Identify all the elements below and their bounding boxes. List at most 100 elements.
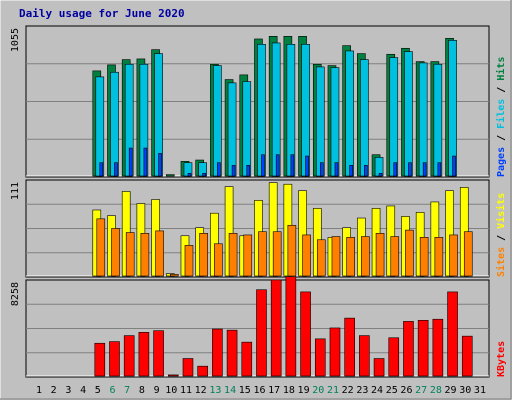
x-tick-label: 26 [400, 385, 412, 396]
bar-kbytes-day-28 [432, 318, 444, 377]
bar-sites-day-14 [228, 233, 238, 277]
bar-sites-day-19 [302, 234, 311, 277]
bar-pages-day-27 [422, 162, 427, 177]
x-tick-label: 24 [371, 385, 383, 396]
bar-pages-day-19 [305, 155, 309, 177]
bar-files-day-5 [95, 76, 105, 177]
bar-kbytes-day-18 [285, 276, 297, 377]
bar-hits-day-10 [165, 174, 175, 177]
x-tick-label: 18 [283, 385, 295, 396]
legend-separator: / [496, 81, 507, 99]
bar-pages-day-24 [378, 173, 383, 177]
x-tick-label: 23 [356, 385, 368, 396]
bar-files-day-27 [418, 62, 428, 177]
bar-sites-day-7 [125, 232, 135, 277]
legend-separator: / [496, 229, 507, 247]
bar-files-day-20 [315, 66, 325, 177]
y-max-label: 111 [10, 182, 21, 200]
bar-kbytes-day-8 [138, 332, 150, 377]
x-tick-label: 20 [312, 385, 324, 396]
bar-files-day-14 [227, 82, 237, 177]
x-tick-label: 19 [298, 385, 310, 396]
bar-pages-day-14 [231, 165, 236, 177]
bar-sites-day-21 [331, 236, 341, 277]
y-max-label: 8258 [10, 282, 21, 306]
bar-kbytes-day-7 [123, 335, 135, 377]
y-max-label: 1055 [10, 28, 21, 52]
bar-kbytes-day-21 [329, 327, 341, 377]
x-tick-label: 13 [209, 385, 221, 396]
x-tick-label: 9 [154, 385, 160, 396]
bar-pages-day-25 [393, 162, 398, 177]
bar-pages-day-21 [334, 162, 339, 177]
bar-pages-day-15 [246, 165, 251, 177]
bar-files-day-22 [345, 50, 354, 177]
bar-kbytes-day-6 [109, 341, 120, 377]
bar-kbytes-day-24 [373, 358, 385, 377]
bar-kbytes-day-10 [167, 374, 179, 377]
bar-sites-day-12 [199, 233, 208, 277]
bar-sites-day-13 [214, 243, 223, 277]
legend-visits: Visits [495, 193, 507, 229]
x-tick-label: 1 [36, 385, 42, 396]
bar-kbytes-day-22 [344, 317, 355, 377]
bar-pages-day-28 [437, 162, 442, 177]
bar-kbytes-day-13 [212, 328, 223, 377]
x-tick-label: 17 [268, 385, 280, 396]
x-tick-label: 14 [224, 385, 236, 396]
bar-sites-day-27 [419, 237, 429, 277]
x-tick-label: 12 [195, 385, 207, 396]
bar-kbytes-day-12 [197, 365, 208, 377]
bar-sites-day-15 [243, 234, 253, 277]
bar-pages-day-16 [261, 154, 265, 177]
legend-pages: Pages [496, 147, 507, 177]
bar-pages-day-18 [290, 154, 295, 177]
x-tick-label: 25 [386, 385, 398, 396]
x-tick-label: 22 [342, 385, 354, 396]
bar-kbytes-day-20 [314, 338, 326, 377]
legend-files: Files [495, 99, 507, 129]
legend-hits: Hits [495, 57, 507, 81]
bar-sites-day-26 [405, 229, 414, 277]
x-tick-label: 15 [239, 385, 251, 396]
bar-files-day-23 [360, 59, 369, 177]
bar-pages-day-5 [99, 162, 104, 177]
bar-kbytes-day-5 [94, 342, 106, 377]
bar-kbytes-day-23 [359, 335, 370, 377]
bar-files-day-13 [213, 65, 222, 177]
bar-files-day-26 [404, 51, 413, 177]
x-tick-label: 8 [139, 385, 145, 396]
bar-files-day-28 [433, 63, 443, 177]
bar-sites-day-6 [111, 228, 120, 277]
x-tick-label: 10 [165, 385, 177, 396]
bar-sites-day-24 [375, 233, 385, 277]
bar-sites-day-25 [390, 236, 400, 277]
legend-kbytes: KBytes [496, 341, 507, 377]
bar-sites-day-10 [169, 274, 179, 277]
bar-kbytes-day-25 [388, 337, 400, 377]
legend-text: KBytes [496, 341, 507, 377]
x-tick-label: 27 [415, 385, 427, 396]
bar-files-day-15 [242, 81, 252, 177]
bar-sites-day-8 [140, 233, 150, 277]
chart-title: Daily usage for June 2020 [19, 7, 185, 20]
bar-kbytes-day-19 [300, 291, 311, 377]
bar-pages-day-8 [143, 147, 148, 177]
x-tick-label: 4 [80, 385, 86, 396]
panel-3: 8258 KBytes [10, 276, 507, 378]
bar-pages-day-6 [114, 162, 118, 177]
bar-kbytes-day-14 [226, 329, 238, 377]
x-tick-label: 3 [65, 385, 71, 396]
panel-2: 111 Sites / Visits [10, 179, 507, 278]
x-tick-label: 29 [445, 385, 457, 396]
bar-pages-day-26 [408, 162, 412, 177]
bar-sites-day-9 [155, 230, 164, 277]
bar-files-day-6 [110, 71, 119, 177]
bar-sites-day-28 [434, 237, 444, 277]
bar-sites-day-17 [272, 231, 282, 277]
x-tick-label: 11 [180, 385, 192, 396]
x-tick-label: 16 [253, 385, 265, 396]
bar-pages-day-13 [217, 162, 221, 177]
bar-kbytes-day-15 [241, 341, 253, 377]
